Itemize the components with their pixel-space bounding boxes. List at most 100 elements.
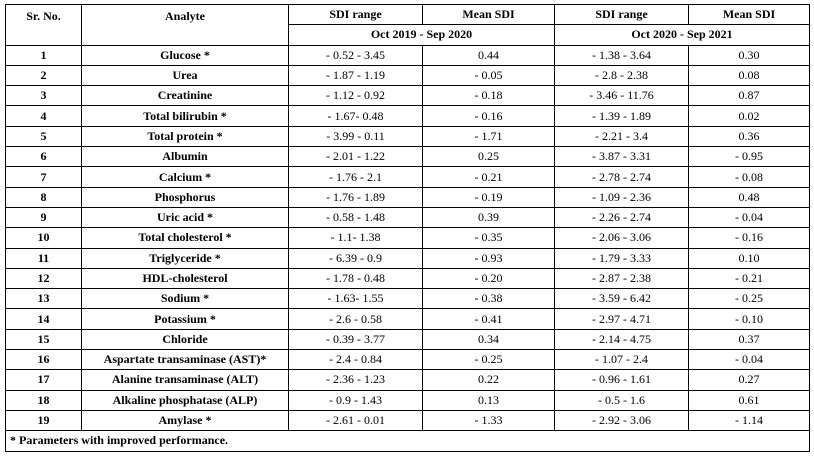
cell-mean-sdi-2019-2020: - 0.25 <box>422 349 555 371</box>
cell-sdi-range-2019-2020: - 3.99 - 0.11 <box>288 125 423 148</box>
cell-mean-sdi-2019-2020: 0.22 <box>422 369 555 391</box>
cell-mean-sdi-2020-2021: 0.48 <box>688 186 810 208</box>
table-row: 15 Chloride - 0.39 - 3.77 0.34- 2.14 - 4.75… <box>5 328 810 351</box>
cell-mean-sdi-2020-2021: - 0.16 <box>688 227 810 249</box>
cell-analyte: Alanine transaminase (ALT) <box>81 369 289 391</box>
cell-sdi-range-2019-2020: - 6.39 - 0.9 <box>288 247 423 269</box>
cell-sdi-range-2020-2021: - 3.87 - 3.31 <box>554 146 689 168</box>
header-sr-no: Sr. No. <box>5 4 82 46</box>
cell-analyte: HDL-cholesterol <box>81 267 289 290</box>
cell-sdi-range-2019-2020: - 2.6 - 0.58 <box>288 308 423 330</box>
footnote-row: * Parameters with improved performance. <box>5 430 810 452</box>
cell-mean-sdi-2019-2020: 0.13 <box>422 389 555 411</box>
table-row: 8 Phosphorus - 1.76 - 1.89- 0.19- 1.09 - 2… <box>5 186 810 208</box>
cell-analyte: Uric acid * <box>81 206 289 229</box>
cell-mean-sdi-2019-2020: 0.34 <box>422 328 555 351</box>
cell-mean-sdi-2019-2020: - 0.38 <box>422 288 555 310</box>
table-body: Sr. No. Analyte SDI range Mean SDI SDI r… <box>5 3 810 452</box>
cell-sdi-range-2019-2020: - 1.78 - 0.48 <box>288 267 423 290</box>
cell-sdi-range-2019-2020: - 0.9 - 1.43 <box>288 389 423 411</box>
cell-analyte: Total bilirubin * <box>81 105 289 127</box>
cell-sdi-range-2020-2021: - 2.8 - 2.38 <box>554 64 689 87</box>
cell-sdi-range-2020-2021: - 2.14 - 4.75 <box>554 328 689 351</box>
cell-sdi-range-2020-2021: - 2.06 - 3.06 <box>554 227 689 249</box>
cell-mean-sdi-2020-2021: - 0.21 <box>688 267 810 290</box>
cell-mean-sdi-2019-2020: - 0.18 <box>422 85 555 107</box>
cell-mean-sdi-2020-2021: - 0.04 <box>688 349 810 371</box>
cell-sr-no: 3 <box>5 85 82 107</box>
cell-mean-sdi-2020-2021: - 0.04 <box>688 206 810 229</box>
cell-mean-sdi-2020-2021: 0.30 <box>688 44 810 66</box>
table-row: 6 Albumin - 2.01 - 1.22 0.25- 3.87 - 3.31- … <box>5 146 810 168</box>
cell-sdi-range-2019-2020: - 1.12 - 0.92 <box>288 85 423 107</box>
cell-sr-no: 8 <box>5 186 82 208</box>
cell-mean-sdi-2020-2021: - 0.25 <box>688 288 810 310</box>
cell-analyte: Total protein * <box>81 125 289 148</box>
cell-sdi-range-2019-2020: - 1.1- 1.38 <box>288 227 423 249</box>
cell-mean-sdi-2019-2020: - 0.93 <box>422 247 555 269</box>
cell-mean-sdi-2020-2021: 0.27 <box>688 369 810 391</box>
cell-mean-sdi-2020-2021: - 1.14 <box>688 409 810 432</box>
cell-sdi-range-2020-2021: - 1.79 - 3.33 <box>554 247 689 269</box>
cell-analyte: Amylase * <box>81 409 289 432</box>
cell-sdi-range-2019-2020: - 1.76 - 2.1 <box>288 166 423 188</box>
cell-sdi-range-2020-2021: - 3.46 - 11.76 <box>554 85 689 107</box>
header-mean-sdi-2: Mean SDI <box>688 3 810 26</box>
table-row: 3 Creatinine - 1.12 - 0.92- 0.18- 3.46 - 1… <box>5 85 810 107</box>
table-row: 9 Uric acid * - 0.58 - 1.48 0.39- 2.26 - 2.… <box>5 206 810 229</box>
cell-mean-sdi-2019-2020: 0.25 <box>422 146 555 168</box>
cell-sr-no: 16 <box>5 349 82 371</box>
cell-sr-no: 19 <box>5 409 82 432</box>
cell-mean-sdi-2019-2020: - 1.33 <box>422 409 555 432</box>
table-row: 11 Triglyceride * - 6.39 - 0.9- 0.93- 1.79… <box>5 247 810 269</box>
cell-sr-no: 5 <box>5 125 82 148</box>
cell-sr-no: 4 <box>5 105 82 127</box>
cell-sr-no: 11 <box>5 247 82 269</box>
header-sdi-range-1: SDI range <box>288 3 423 26</box>
cell-sdi-range-2019-2020: - 1.67- 0.48 <box>288 105 423 127</box>
table-row: 13 Sodium * - 1.63- 1.55- 0.38- 3.59 - 6.4… <box>5 288 810 310</box>
cell-mean-sdi-2019-2020: - 0.20 <box>422 267 555 290</box>
cell-analyte: Potassium * <box>81 308 289 330</box>
header-sdi-range-2: SDI range <box>554 3 689 26</box>
table-row: 14 Potassium * - 2.6 - 0.58- 0.41- 2.97 - … <box>5 308 810 330</box>
cell-analyte: Aspartate transaminase (AST)* <box>81 349 289 371</box>
cell-mean-sdi-2019-2020: - 0.19 <box>422 186 555 208</box>
cell-analyte: Phosphorus <box>81 186 289 208</box>
table-row: 17 Alanine transaminase (ALT) - 2.36 - 1.2… <box>5 369 810 391</box>
cell-sdi-range-2020-2021: - 2.21 - 3.4 <box>554 125 689 148</box>
cell-sr-no: 12 <box>5 267 82 290</box>
document: Sr. No. Analyte SDI range Mean SDI SDI r… <box>5 3 810 452</box>
cell-analyte: Creatinine <box>81 85 289 107</box>
cell-sdi-range-2019-2020: - 1.63- 1.55 <box>288 288 423 310</box>
cell-sdi-range-2020-2021: - 0.96 - 1.61 <box>554 369 689 391</box>
cell-sdi-range-2020-2021: - 3.59 - 6.42 <box>554 288 689 310</box>
cell-analyte: Glucose * <box>81 44 289 66</box>
cell-sdi-range-2019-2020: - 2.01 - 1.22 <box>288 146 423 168</box>
table-row: 16 Aspartate transaminase (AST)* - 2.4 - 0… <box>5 349 810 371</box>
cell-mean-sdi-2019-2020: 0.44 <box>422 44 555 66</box>
cell-sdi-range-2020-2021: - 1.09 - 2.36 <box>554 186 689 208</box>
cell-mean-sdi-2019-2020: - 0.41 <box>422 308 555 330</box>
cell-sr-no: 14 <box>5 308 82 330</box>
cell-sdi-range-2019-2020: - 0.52 - 3.45 <box>288 44 423 66</box>
cell-sdi-range-2020-2021: - 2.78 - 2.74 <box>554 166 689 188</box>
cell-sr-no: 15 <box>5 328 82 351</box>
cell-sdi-range-2019-2020: - 0.58 - 1.48 <box>288 206 423 229</box>
cell-sdi-range-2019-2020: - 2.36 - 1.23 <box>288 369 423 391</box>
cell-sdi-range-2019-2020: - 0.39 - 3.77 <box>288 328 423 351</box>
cell-mean-sdi-2019-2020: - 0.35 <box>422 227 555 249</box>
cell-sdi-range-2019-2020: - 1.76 - 1.89 <box>288 186 423 208</box>
cell-sdi-range-2020-2021: - 1.07 - 2.4 <box>554 349 689 371</box>
cell-analyte: Urea <box>81 64 289 87</box>
table-row: 4 Total bilirubin * - 1.67- 0.48- 0.16- 1.… <box>5 105 810 127</box>
cell-sdi-range-2019-2020: - 2.61 - 0.01 <box>288 409 423 432</box>
cell-sdi-range-2020-2021: - 2.97 - 4.71 <box>554 308 689 330</box>
cell-sdi-range-2020-2021: - 0.5 - 1.6 <box>554 389 689 411</box>
cell-mean-sdi-2019-2020: - 0.21 <box>422 166 555 188</box>
table-row: 12 HDL-cholesterol - 1.78 - 0.48- 0.20- 2.… <box>5 267 810 290</box>
cell-analyte: Chloride <box>81 328 289 351</box>
cell-analyte: Albumin <box>81 146 289 168</box>
header-mean-sdi-1: Mean SDI <box>422 3 555 26</box>
cell-sr-no: 9 <box>5 206 82 229</box>
